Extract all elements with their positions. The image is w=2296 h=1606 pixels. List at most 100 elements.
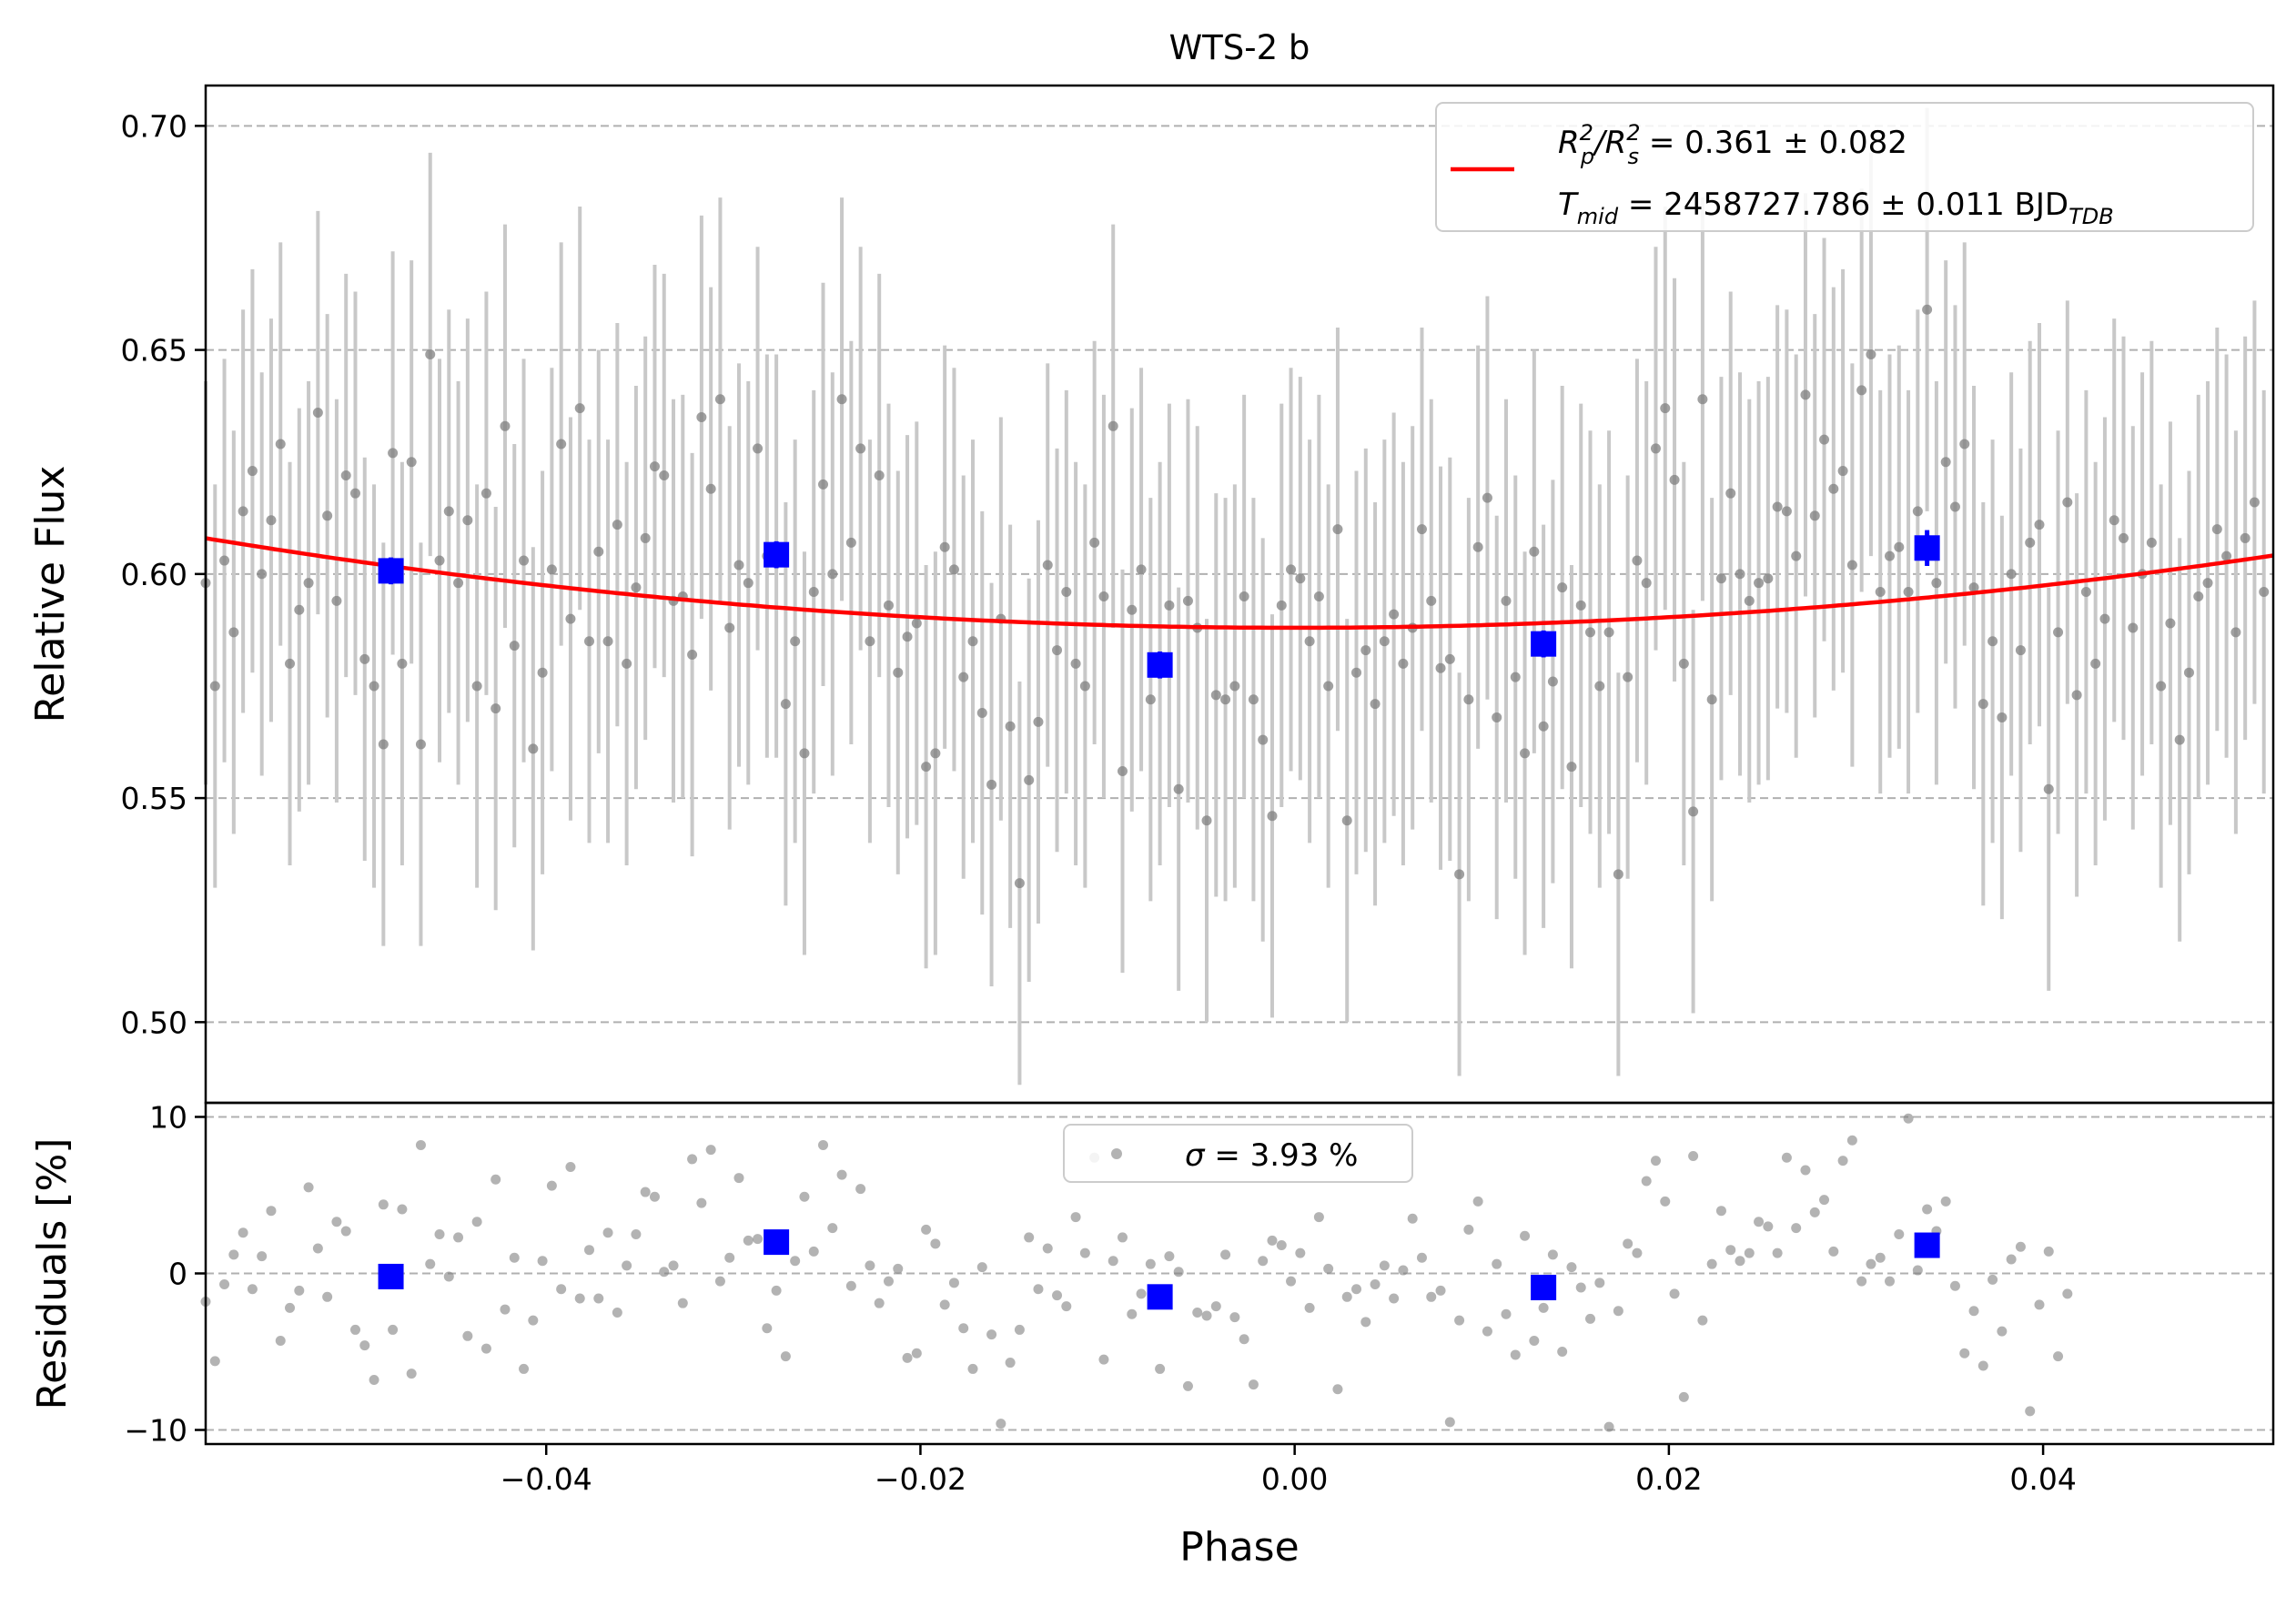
bottom-panel-frame bbox=[204, 1101, 2275, 1446]
residual-data-point bbox=[1341, 1291, 1352, 1302]
flux-data-point bbox=[1229, 681, 1240, 692]
residual-data-point bbox=[1697, 1315, 1708, 1326]
residual-data-point bbox=[322, 1291, 333, 1302]
residual-data-point bbox=[1108, 1256, 1118, 1267]
residual-data-point bbox=[565, 1162, 576, 1173]
legend-tmid-value: = 2458727.786 ± 0.011 BJD bbox=[1618, 187, 2068, 223]
residual-data-point bbox=[602, 1227, 613, 1238]
residual-data-point bbox=[556, 1284, 567, 1295]
bottom-y-axis-label: Residuals [%] bbox=[29, 1138, 76, 1410]
flux-data-point bbox=[808, 587, 819, 598]
residual-data-point bbox=[668, 1260, 679, 1271]
flux-data-point bbox=[1061, 587, 1072, 598]
residual-data-point bbox=[1688, 1150, 1699, 1161]
residual-data-point bbox=[930, 1238, 941, 1249]
residual-data-point bbox=[1033, 1284, 1044, 1295]
flux-data-point bbox=[1127, 604, 1138, 615]
chart-title: WTS-2 b bbox=[1169, 28, 1310, 67]
flux-data-point bbox=[1988, 636, 1998, 647]
flux-data-point bbox=[1136, 564, 1147, 575]
flux-data-point bbox=[1837, 466, 1848, 477]
residual-data-point bbox=[1351, 1284, 1362, 1295]
flux-data-point bbox=[2128, 622, 2139, 633]
residual-data-point bbox=[1313, 1212, 1324, 1223]
flux-data-point bbox=[818, 479, 829, 490]
residual-data-point bbox=[1837, 1156, 1848, 1167]
residual-data-point bbox=[1650, 1156, 1661, 1167]
flux-data-point bbox=[247, 466, 258, 477]
residual-data-point bbox=[238, 1227, 248, 1238]
residual-data-point bbox=[1454, 1315, 1465, 1326]
flux-data-point bbox=[2062, 497, 2073, 508]
flux-data-point bbox=[2043, 783, 2054, 794]
binned-flux-point bbox=[1914, 535, 1940, 561]
legend-r-sup: 2 bbox=[1580, 120, 1593, 146]
flux-data-point bbox=[340, 470, 351, 480]
bottom-y-tick-label: 10 bbox=[149, 1099, 187, 1135]
residual-data-point bbox=[1389, 1293, 1400, 1304]
top-legend: R2 p/R2 s = 0.361 ± 0.082 Tmid = 2458727.7… bbox=[1435, 102, 2254, 232]
residual-data-point bbox=[415, 1139, 426, 1150]
residual-data-point bbox=[855, 1184, 866, 1195]
flux-data-point bbox=[976, 708, 987, 719]
flux-data-point bbox=[836, 394, 847, 405]
residual-data-point bbox=[1603, 1421, 1614, 1432]
residual-data-point bbox=[1052, 1290, 1063, 1301]
residual-data-point bbox=[1136, 1288, 1147, 1299]
flux-data-point bbox=[453, 578, 464, 589]
flux-data-point bbox=[1866, 349, 1876, 360]
bottom-panel-binned-residuals bbox=[378, 1229, 1940, 1310]
residual-data-point bbox=[1547, 1249, 1558, 1260]
residual-data-point bbox=[1145, 1258, 1156, 1269]
residual-data-point bbox=[1754, 1217, 1765, 1227]
flux-data-point bbox=[1603, 627, 1614, 638]
flux-data-point bbox=[574, 403, 585, 414]
flux-data-point bbox=[631, 582, 642, 593]
residual-data-point bbox=[1127, 1308, 1138, 1319]
residual-data-point bbox=[1520, 1230, 1531, 1241]
flux-data-point bbox=[471, 681, 482, 692]
legend-mid-time: Tmid = 2458727.786 ± 0.011 BJDTDB bbox=[1558, 187, 2114, 229]
flux-data-point bbox=[1754, 578, 1765, 589]
residual-data-point bbox=[967, 1363, 978, 1374]
legend-rs-sup: 2 bbox=[1626, 120, 1640, 146]
residual-data-point bbox=[1725, 1245, 1736, 1256]
flux-data-point bbox=[1660, 403, 1671, 414]
residual-data-point bbox=[1117, 1232, 1128, 1243]
flux-data-point bbox=[1258, 734, 1269, 745]
flux-data-point bbox=[724, 622, 735, 633]
residual-data-point bbox=[1884, 1276, 1895, 1287]
residual-data-point bbox=[986, 1329, 997, 1340]
residual-data-point bbox=[612, 1308, 622, 1318]
legend-rs-sub: s bbox=[1628, 144, 1640, 169]
legend-r-symbol: R bbox=[1558, 125, 1580, 161]
residual-data-point bbox=[1772, 1247, 1783, 1258]
residual-data-point bbox=[1997, 1326, 2008, 1337]
flux-data-point bbox=[865, 636, 875, 647]
residual-data-point bbox=[528, 1315, 539, 1326]
residual-data-point bbox=[1061, 1301, 1072, 1312]
flux-data-point bbox=[1389, 609, 1400, 620]
flux-data-point bbox=[528, 743, 539, 754]
flux-data-point bbox=[1715, 573, 1726, 584]
residual-data-point bbox=[921, 1224, 932, 1235]
residual-data-point bbox=[883, 1276, 894, 1287]
residual-data-point bbox=[480, 1343, 491, 1354]
residual-data-point bbox=[1267, 1235, 1278, 1246]
residual-data-point bbox=[2006, 1254, 2017, 1265]
residual-data-point bbox=[1819, 1195, 1830, 1206]
flux-data-point bbox=[780, 699, 791, 710]
flux-data-point bbox=[1501, 595, 1512, 606]
top-y-tick-label: 0.65 bbox=[121, 333, 187, 369]
residual-data-point bbox=[1192, 1308, 1203, 1318]
residual-data-point bbox=[733, 1173, 744, 1184]
flux-data-point bbox=[1949, 501, 1960, 512]
flux-data-point bbox=[1492, 712, 1502, 722]
flux-data-point bbox=[1678, 658, 1689, 669]
residual-data-point bbox=[902, 1352, 913, 1363]
flux-data-point bbox=[1641, 578, 1652, 589]
flux-data-point bbox=[1370, 699, 1381, 710]
flux-data-point bbox=[1922, 304, 1933, 315]
residual-data-point bbox=[1304, 1302, 1315, 1313]
bottom-panel-residual-points bbox=[200, 1113, 2073, 1432]
